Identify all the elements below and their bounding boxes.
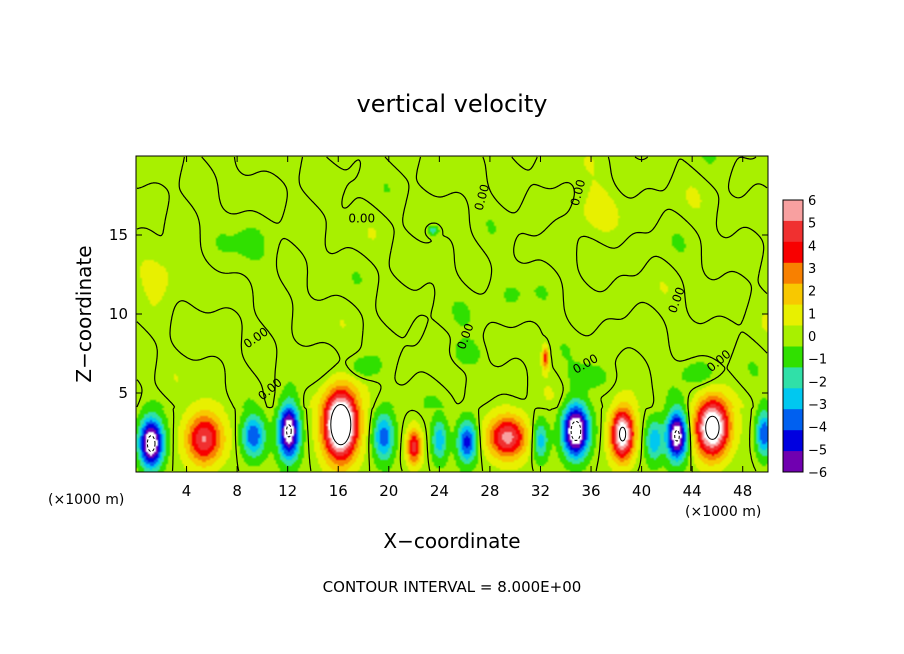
cell-contour-4 (330, 404, 352, 446)
colorbar-swatch-5 (783, 304, 803, 326)
cell-contour-15 (705, 415, 720, 440)
x-unit-right: (×1000 m) (685, 504, 761, 520)
colorbar-swatch-8 (783, 367, 803, 389)
y-axis: 5 10 15 (109, 226, 768, 402)
colorbar-swatch-4 (783, 283, 803, 306)
colorbar-swatch-3 (783, 262, 803, 285)
colorbar-label-10: −4 (808, 421, 827, 436)
y-tick-label-10: 10 (109, 305, 128, 323)
colorbar-label-0: 6 (808, 194, 816, 209)
chart-title: vertical velocity (357, 90, 548, 118)
colorbar: 6 5 4 3 2 1 0 −1 −2 −3 −4 −5 −6 (782, 194, 827, 481)
cell-contour-14 (674, 429, 680, 442)
contour-label-4: 0.00 (472, 183, 492, 212)
colorbar-label-5: 1 (808, 307, 816, 322)
x-tick-label-48: 48 (733, 482, 752, 500)
contour-label-5: 0.00 (568, 178, 588, 207)
colorbar-label-3: 3 (808, 262, 816, 277)
x-tick-label-4: 4 (182, 482, 192, 500)
x-axis-label: X−coordinate (383, 529, 520, 553)
colorbar-label-1: 5 (808, 217, 816, 232)
colorbar-label-8: −2 (808, 375, 827, 390)
cell-contour-12 (619, 426, 627, 442)
y-tick-label-5: 5 (118, 384, 128, 402)
plot-area: 0.000.000.000.000.00 0.000.000.000.00 (135, 155, 769, 473)
x-tick-label-40: 40 (632, 482, 651, 500)
colorbar-label-11: −5 (808, 443, 827, 458)
contour-interval-text: CONTOUR INTERVAL = 8.000E+00 (323, 578, 582, 596)
cell-contour-0 (146, 435, 156, 453)
colorbar-label-2: 4 (808, 239, 816, 254)
y-tick-label-15: 15 (109, 226, 128, 244)
x-tick-label-16: 16 (329, 482, 348, 500)
colorbar-swatch-1 (783, 220, 803, 243)
x-axis: 4 8 12 16 20 24 28 32 36 40 44 48 (182, 156, 752, 500)
colorbar-swatch-2 (783, 241, 803, 264)
x-tick-label-28: 28 (480, 482, 499, 500)
x-unit-left: (×1000 m) (48, 492, 124, 508)
colorbar-label-7: −1 (808, 353, 827, 368)
colorbar-swatch-7 (783, 346, 803, 368)
colorbar-label-4: 2 (808, 285, 816, 300)
colorbar-label-6: 0 (808, 330, 816, 345)
zero-contour (136, 156, 768, 472)
x-tick-label-8: 8 (232, 482, 242, 500)
colorbar-swatch-11 (783, 430, 803, 452)
x-tick-label-36: 36 (581, 482, 600, 500)
x-tick-label-24: 24 (430, 482, 449, 500)
x-tick-label-20: 20 (379, 482, 398, 500)
x-tick-label-32: 32 (531, 482, 550, 500)
colorbar-swatch-12 (783, 451, 803, 473)
colorbar-frame (782, 199, 804, 473)
cell-contour-3 (286, 424, 292, 438)
cell-contour-11 (570, 420, 582, 441)
y-axis-label: Z−coordinate (72, 245, 96, 382)
contour-label-2: 0.00 (348, 211, 375, 225)
colorbar-label-9: −3 (808, 398, 827, 413)
colorbar-label-12: −6 (808, 466, 827, 481)
colorbar-swatch-6 (783, 325, 803, 347)
colorbar-swatch-10 (783, 409, 803, 431)
vertical-velocity-field (136, 156, 768, 472)
colorbar-swatch-9 (783, 388, 803, 410)
x-tick-label-44: 44 (683, 482, 702, 500)
zero-contour-lines (136, 156, 768, 472)
x-tick-label-12: 12 (278, 482, 297, 500)
colorbar-swatch-0 (783, 200, 803, 222)
